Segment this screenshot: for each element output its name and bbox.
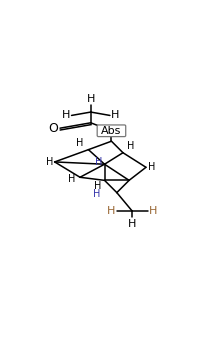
Text: H: H [95, 157, 102, 167]
Text: H: H [127, 141, 134, 151]
Text: H: H [68, 174, 75, 184]
Text: O: O [48, 122, 58, 135]
FancyBboxPatch shape [97, 125, 126, 137]
Text: H: H [128, 219, 136, 229]
Text: H: H [46, 157, 53, 167]
Text: H: H [111, 110, 120, 120]
Text: H: H [94, 181, 102, 191]
Text: Abs: Abs [101, 126, 122, 136]
Text: H: H [76, 139, 84, 149]
Text: H: H [107, 206, 116, 216]
Text: H: H [149, 206, 157, 216]
Text: H: H [93, 189, 100, 199]
Text: H: H [87, 94, 95, 104]
Text: H: H [148, 162, 156, 172]
Text: H: H [62, 110, 70, 120]
